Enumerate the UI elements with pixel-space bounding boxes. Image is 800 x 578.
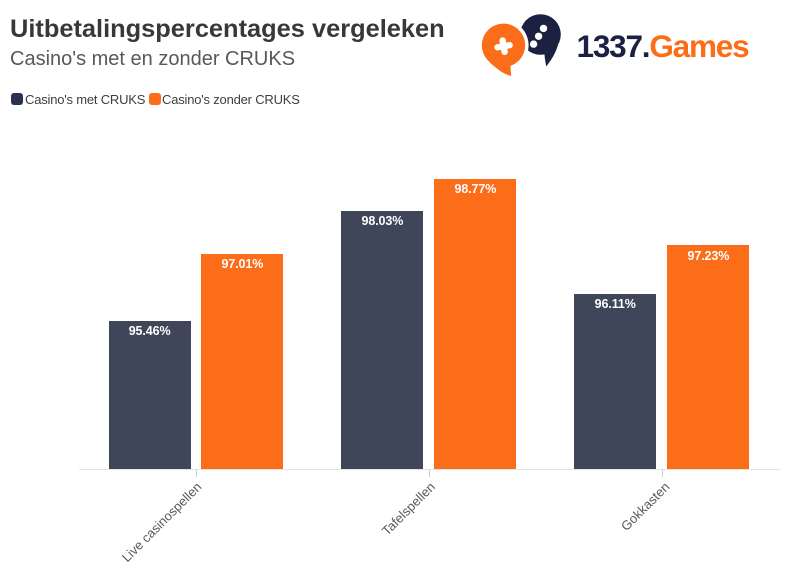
svg-text:1337.Games: 1337.Games [577,28,750,64]
